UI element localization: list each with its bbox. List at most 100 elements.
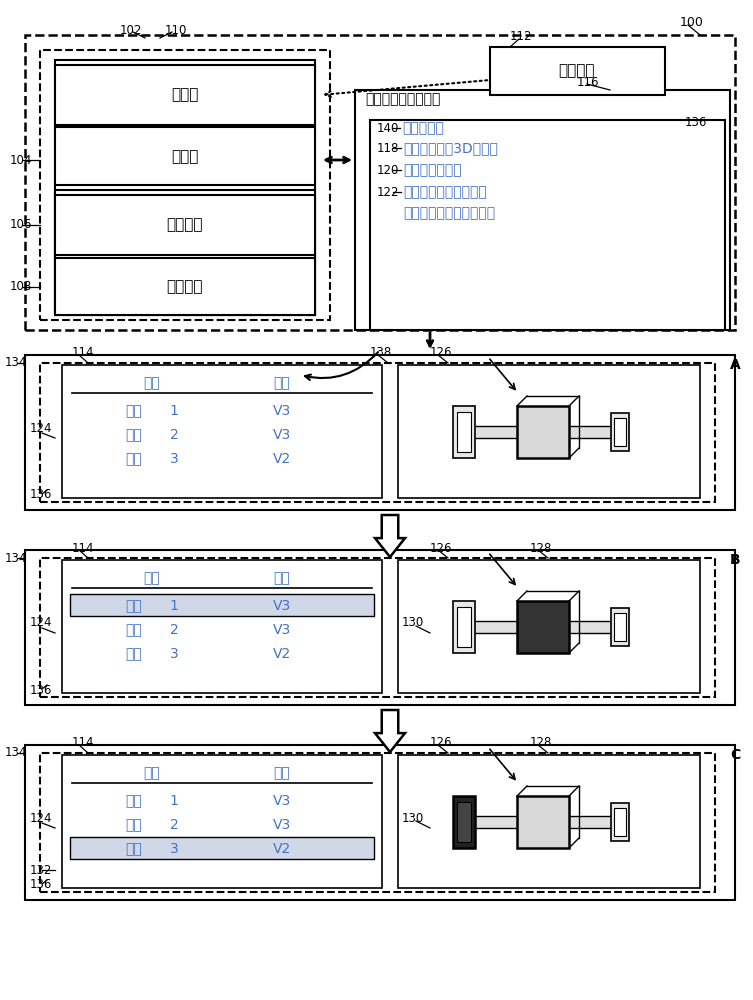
Text: 发布: 发布 [273, 766, 291, 780]
Text: 124: 124 [30, 422, 53, 434]
Bar [55, 65, 315, 125]
Text: 132: 132 [30, 863, 53, 876]
Bar [453, 796, 475, 848]
Bar [463, 426, 623, 438]
Bar [62, 560, 382, 693]
Text: 数据对象：: 数据对象： [402, 121, 444, 135]
Bar [25, 745, 735, 900]
Text: 处理器: 处理器 [172, 88, 199, 103]
Text: 124: 124 [30, 616, 53, 630]
Bar [55, 195, 315, 255]
Bar [517, 796, 569, 848]
Text: 140: 140 [377, 121, 399, 134]
Text: V3: V3 [273, 794, 291, 808]
Polygon shape [375, 710, 405, 752]
Text: 3: 3 [169, 647, 178, 661]
Text: 134: 134 [5, 357, 27, 369]
Text: 3: 3 [169, 452, 178, 466]
Text: 要求: 要求 [144, 376, 160, 390]
Text: 122: 122 [377, 186, 400, 198]
Bar [457, 607, 471, 647]
Text: A: A [730, 358, 740, 372]
Text: 110: 110 [165, 23, 187, 36]
Text: 136: 136 [685, 115, 707, 128]
Text: 114: 114 [72, 347, 94, 360]
Text: V3: V3 [273, 818, 291, 832]
Bar [70, 594, 374, 616]
Bar [40, 50, 330, 320]
Bar [398, 755, 700, 888]
Bar [463, 816, 623, 828]
Bar [614, 808, 626, 836]
Text: 2: 2 [169, 623, 178, 637]
Text: 108: 108 [10, 280, 32, 294]
Bar [40, 753, 715, 892]
Bar [398, 560, 700, 693]
Text: 存储器: 存储器 [172, 149, 199, 164]
Bar [611, 803, 629, 841]
Text: 产品（部件，3D模型）: 产品（部件，3D模型） [403, 141, 498, 155]
Bar [25, 355, 735, 510]
Bar [517, 601, 569, 653]
Text: V3: V3 [273, 623, 291, 637]
Text: 要求: 要求 [126, 842, 142, 856]
Text: 软件应用: 软件应用 [166, 279, 203, 294]
Text: 1: 1 [169, 599, 178, 613]
Text: 114: 114 [72, 736, 94, 750]
Text: 130: 130 [402, 616, 424, 630]
Text: 3: 3 [169, 842, 178, 856]
Text: C: C [730, 748, 740, 762]
Bar [614, 418, 626, 446]
Text: 要求: 要求 [126, 623, 142, 637]
Text: 要求: 要求 [144, 766, 160, 780]
Bar [370, 120, 725, 330]
Bar [55, 258, 315, 315]
Text: V3: V3 [273, 599, 291, 613]
Polygon shape [375, 515, 405, 557]
Text: 124: 124 [30, 812, 53, 824]
Bar [55, 60, 315, 315]
Bar [55, 127, 315, 185]
Text: 1: 1 [169, 794, 178, 808]
Text: 116: 116 [577, 76, 599, 89]
Text: 126: 126 [430, 736, 453, 750]
Text: 2: 2 [169, 818, 178, 832]
Bar [457, 412, 471, 452]
Bar [453, 601, 475, 653]
Text: V2: V2 [273, 842, 291, 856]
Text: 要求: 要求 [126, 428, 142, 442]
Bar [457, 802, 471, 842]
Bar [490, 47, 665, 95]
Bar [55, 190, 315, 315]
Text: 100: 100 [680, 16, 704, 29]
Text: 102: 102 [120, 23, 142, 36]
Bar [453, 406, 475, 458]
Text: 要求: 要求 [126, 599, 142, 613]
Text: 要求: 要求 [144, 571, 160, 585]
Bar [25, 550, 735, 705]
Text: 128: 128 [530, 542, 553, 554]
Text: 输入装置: 输入装置 [559, 64, 596, 79]
Text: 发布状态（版本，日期）: 发布状态（版本，日期） [403, 206, 495, 220]
Bar [62, 755, 382, 888]
Text: V3: V3 [273, 428, 291, 442]
Bar [25, 35, 735, 330]
Text: 发布: 发布 [273, 376, 291, 390]
Text: 126: 126 [430, 347, 453, 360]
Bar [463, 621, 623, 633]
Text: 要求: 要求 [126, 794, 142, 808]
Text: 1: 1 [169, 404, 178, 418]
Text: 128: 128 [530, 736, 553, 750]
Text: V2: V2 [273, 452, 291, 466]
Text: 发布: 发布 [273, 571, 291, 585]
Bar [40, 363, 715, 502]
Text: 134: 134 [5, 552, 27, 564]
Text: 138: 138 [370, 347, 392, 360]
Text: 120: 120 [377, 163, 399, 176]
Text: 要求（规格、安全性）: 要求（规格、安全性） [403, 185, 486, 199]
Text: 136: 136 [30, 684, 53, 696]
Bar [517, 406, 569, 458]
Bar [70, 837, 374, 859]
Text: 要求: 要求 [126, 818, 142, 832]
Bar [614, 613, 626, 641]
